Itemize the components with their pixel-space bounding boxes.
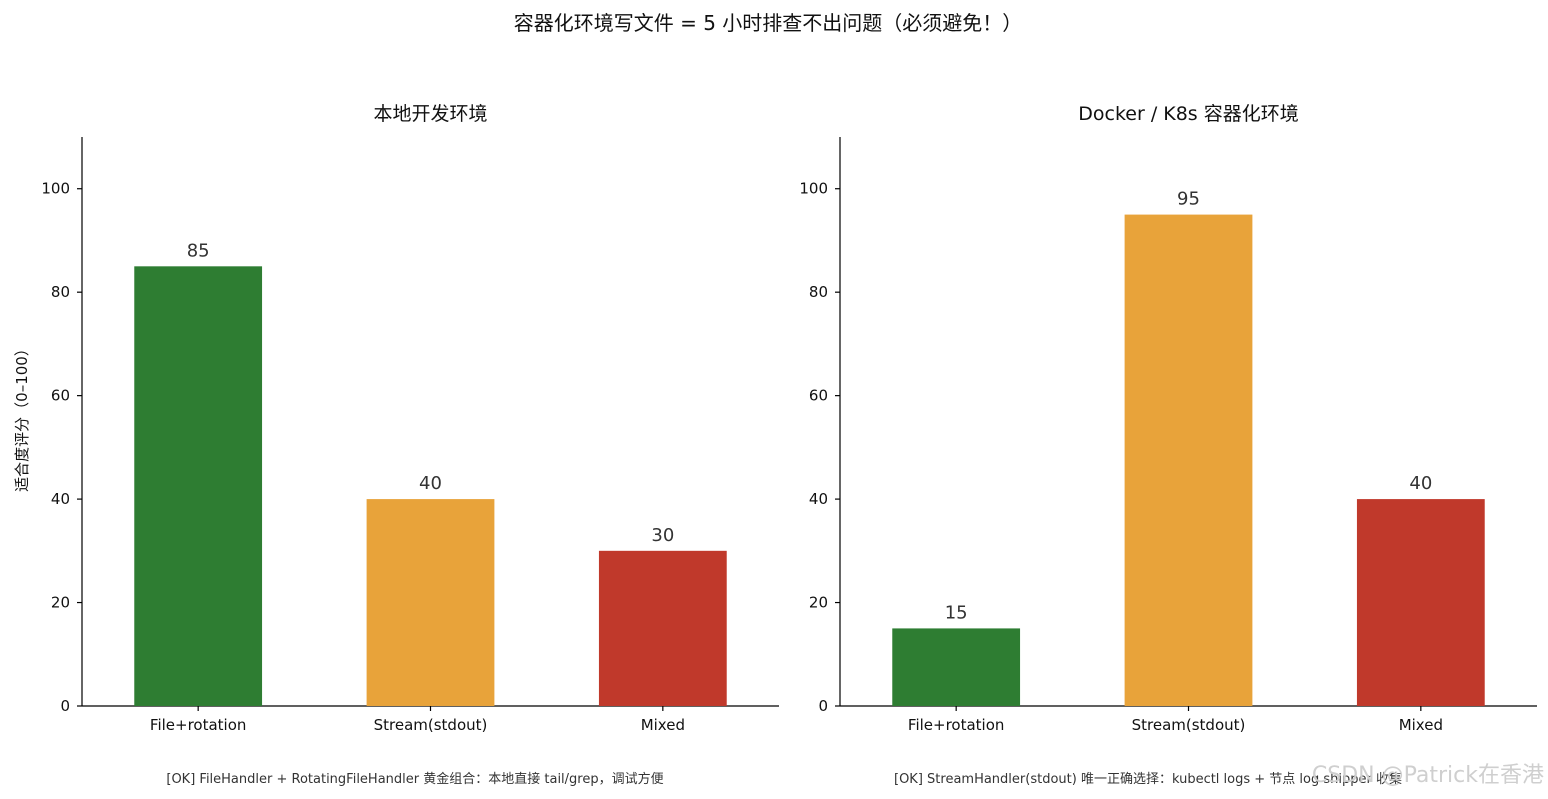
y-tick-label: 80 bbox=[809, 283, 828, 301]
chart-title: Docker / K8s 容器化环境 bbox=[1078, 103, 1299, 125]
bar-value-label: 30 bbox=[651, 525, 674, 546]
y-tick-label: 80 bbox=[51, 283, 70, 301]
bar-stream-stdout- bbox=[1124, 214, 1253, 706]
x-tick-label: Stream(stdout) bbox=[374, 716, 488, 734]
watermark: CSDN @Patrick在香港 bbox=[1312, 763, 1544, 788]
x-tick-label: File+rotation bbox=[908, 716, 1005, 734]
bar-mixed bbox=[1356, 499, 1485, 706]
bar-value-label: 95 bbox=[1177, 189, 1200, 210]
figure-title: 容器化环境写文件 = 5 小时排查不出问题（必须避免！） bbox=[514, 11, 1023, 35]
chart-panel-2: Docker / K8s 容器化环境 0 20 40 60 80 100 15 File+rot… bbox=[799, 103, 1537, 787]
chart-note: [OK] StreamHandler(stdout) 唯一正确选择：kubect… bbox=[894, 771, 1402, 787]
x-tick-label: Stream(stdout) bbox=[1132, 716, 1246, 734]
y-axis-label: 适合度评分（0–100） bbox=[13, 341, 31, 492]
y-tick-label: 20 bbox=[51, 594, 70, 612]
bar-value-label: 85 bbox=[187, 240, 210, 261]
x-tick-label: Mixed bbox=[1399, 716, 1443, 734]
y-tick-label: 60 bbox=[809, 387, 828, 405]
bar-file-rotation bbox=[892, 628, 1021, 706]
y-tick-label: 20 bbox=[809, 594, 828, 612]
chart-panels: 本地开发环境 0 20 40 60 80 100 适合度评分（0–100） 85 File+rot… bbox=[13, 103, 1537, 787]
bar-value-label: 40 bbox=[419, 473, 442, 494]
y-tick-label: 100 bbox=[799, 180, 828, 198]
bar-file-rotation bbox=[134, 266, 263, 706]
y-tick-label: 60 bbox=[51, 387, 70, 405]
chart-title: 本地开发环境 bbox=[373, 103, 487, 125]
chart-panel-1: 本地开发环境 0 20 40 60 80 100 适合度评分（0–100） 85 File+rot… bbox=[13, 103, 779, 787]
chart-note: [OK] FileHandler + RotatingFileHandler 黄… bbox=[166, 771, 663, 787]
y-tick-label: 40 bbox=[809, 490, 828, 508]
y-tick-label: 0 bbox=[60, 697, 70, 715]
y-tick-label: 40 bbox=[51, 490, 70, 508]
bar-value-label: 15 bbox=[945, 602, 968, 623]
bar-mixed bbox=[598, 550, 727, 706]
y-tick-label: 100 bbox=[41, 180, 70, 198]
x-tick-label: File+rotation bbox=[150, 716, 247, 734]
y-tick-label: 0 bbox=[818, 697, 828, 715]
bar-value-label: 40 bbox=[1409, 473, 1432, 494]
x-tick-label: Mixed bbox=[641, 716, 685, 734]
bar-stream-stdout- bbox=[366, 499, 495, 706]
